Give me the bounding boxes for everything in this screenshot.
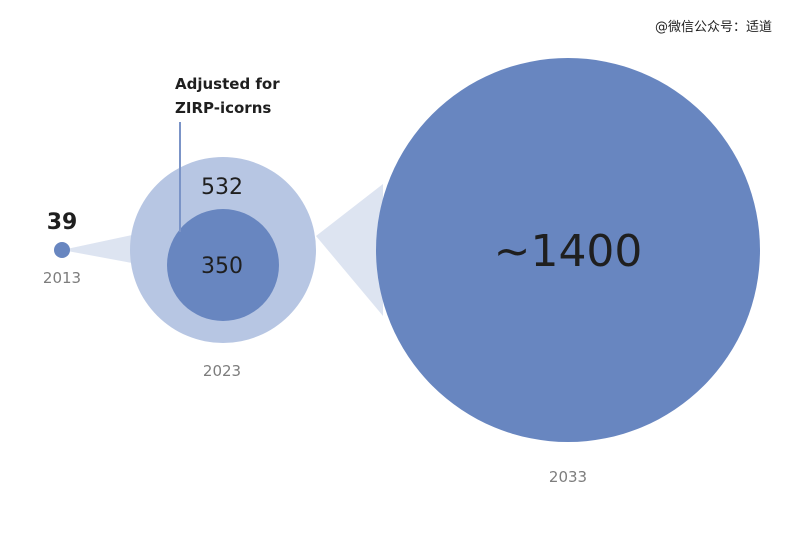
funnel-2023-to-2033 <box>316 184 383 316</box>
bubble-2013 <box>54 242 70 258</box>
value-2033: ~1400 <box>494 226 643 277</box>
value-2023-outer: 532 <box>201 175 243 200</box>
year-label-2033: 2033 <box>549 468 587 486</box>
value-2013: 39 <box>47 210 78 235</box>
bubble-2023-inner <box>167 209 279 321</box>
year-label-2023: 2023 <box>203 362 241 380</box>
watermark-label: @微信公众号：适道 <box>654 20 772 35</box>
bubble-2033 <box>376 58 760 442</box>
annotation-line-1: Adjusted for <box>175 75 280 93</box>
annotation-line-2: ZIRP-icorns <box>175 99 271 117</box>
year-label-2013: 2013 <box>43 269 81 287</box>
funnel-2013-to-2023 <box>62 235 132 263</box>
value-2023-inner: 350 <box>201 254 243 279</box>
